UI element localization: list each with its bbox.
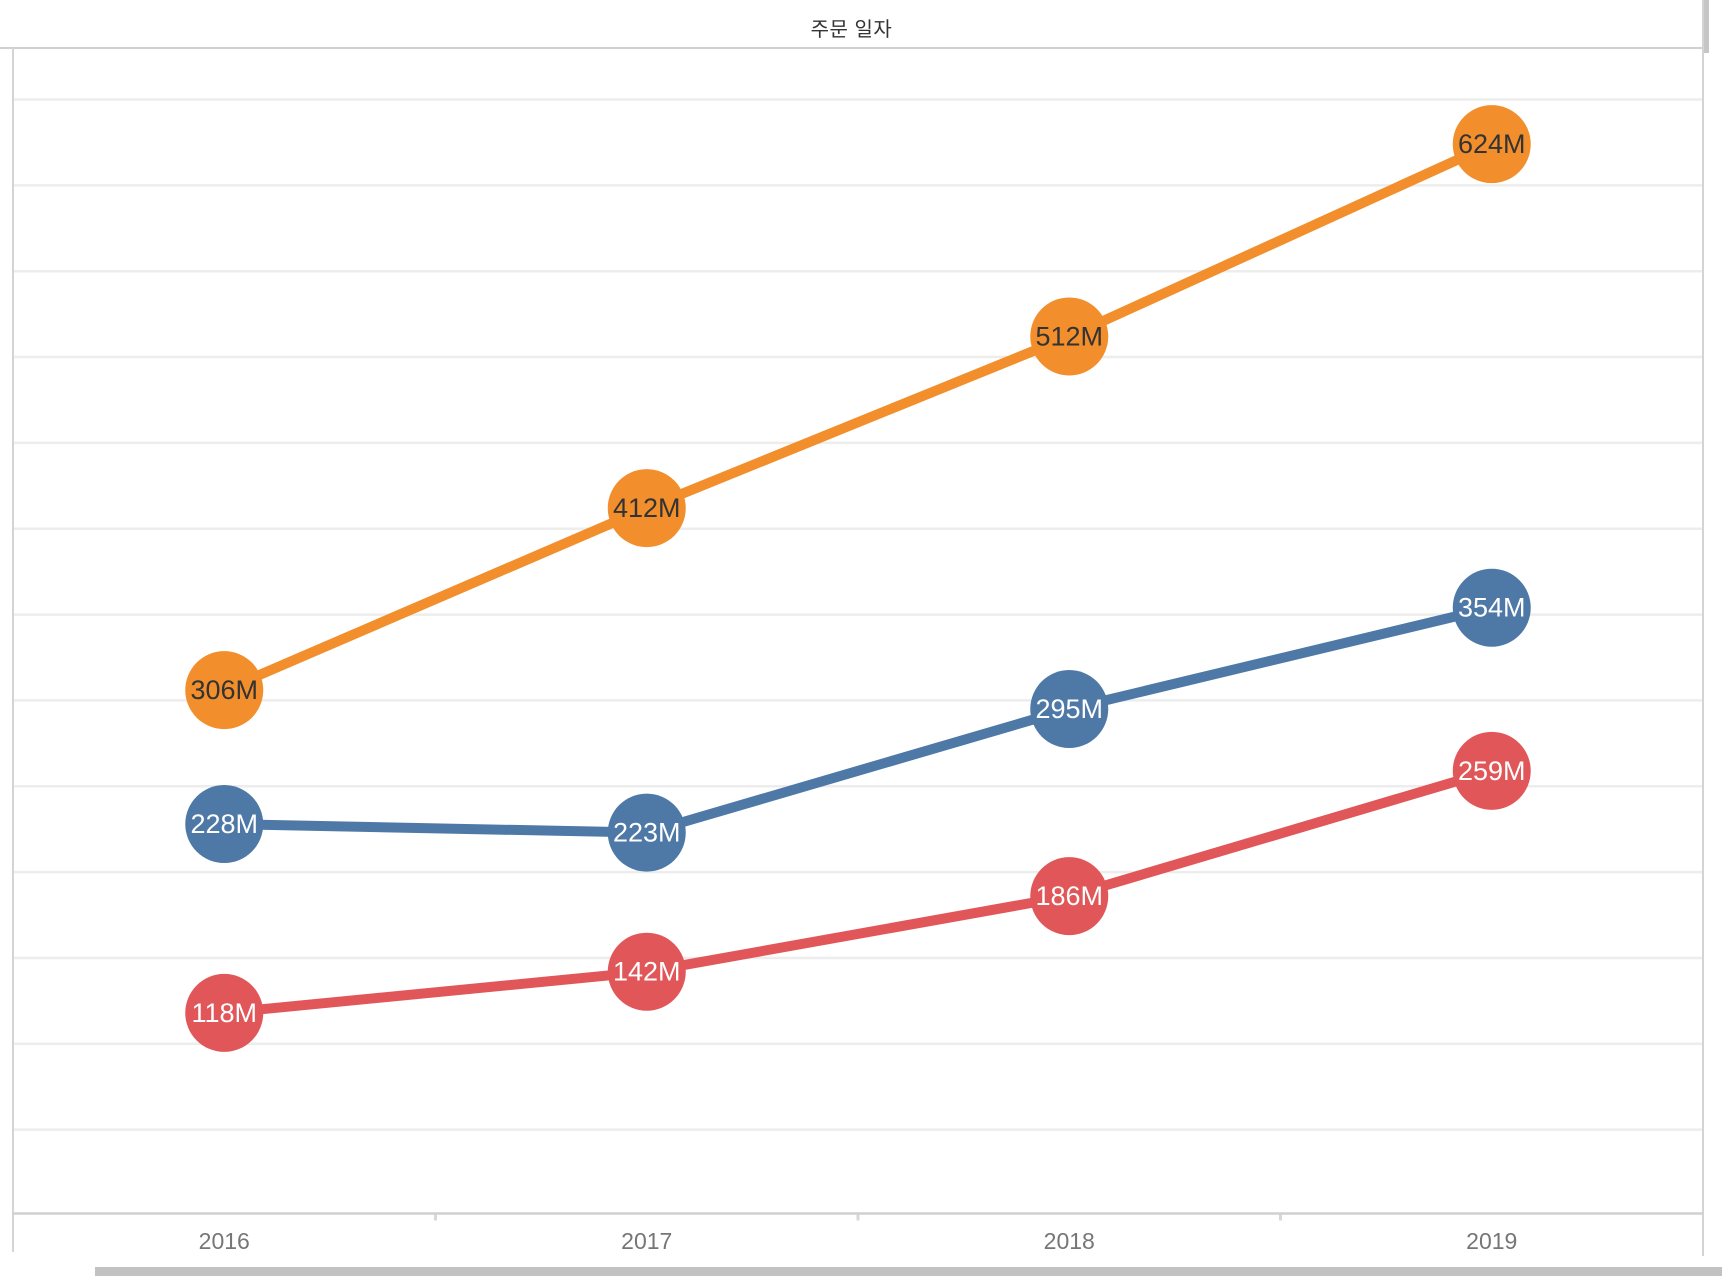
vertical-scrollbar-thumb[interactable] (1704, 0, 1709, 53)
horizontal-scrollbar-thumb[interactable] (95, 1267, 1722, 1276)
data-point-label: 512M (1035, 321, 1103, 351)
data-point-red-2016[interactable] (185, 973, 264, 1052)
data-point-label: 223M (613, 818, 681, 848)
data-point-label: 306M (190, 675, 258, 705)
x-axis-label: 2017 (621, 1228, 672, 1254)
data-point-blue-2016[interactable] (185, 785, 264, 864)
data-point-label: 295M (1035, 694, 1103, 724)
data-point-label: 118M (191, 998, 257, 1028)
data-point-orange-2017[interactable] (607, 469, 686, 548)
data-point-label: 228M (190, 809, 258, 839)
data-point-label: 142M (613, 957, 681, 987)
x-axis-label: 2019 (1466, 1228, 1517, 1254)
data-point-blue-2018[interactable] (1030, 670, 1109, 749)
series-line-red[interactable] (219, 765, 1497, 1018)
x-axis-label: 2016 (199, 1228, 250, 1254)
data-point-red-2019[interactable] (1452, 731, 1531, 810)
data-point-red-2018[interactable] (1030, 857, 1109, 936)
data-point-orange-2016[interactable] (185, 651, 264, 730)
data-point-orange-2019[interactable] (1452, 105, 1531, 184)
data-point-label: 412M (613, 493, 681, 523)
data-point-label: 354M (1458, 593, 1526, 623)
series-line-orange[interactable] (219, 139, 1497, 696)
data-point-blue-2019[interactable] (1452, 568, 1531, 647)
data-point-blue-2017[interactable] (607, 793, 686, 872)
series-line-blue[interactable] (219, 602, 1497, 838)
data-point-label: 259M (1458, 756, 1526, 786)
chart-title: 주문 일자 (810, 19, 893, 41)
x-axis-label: 2018 (1044, 1228, 1095, 1254)
data-point-orange-2018[interactable] (1030, 297, 1109, 376)
data-point-red-2017[interactable] (607, 932, 686, 1011)
data-point-label: 186M (1035, 881, 1103, 911)
data-point-label: 624M (1458, 129, 1526, 159)
